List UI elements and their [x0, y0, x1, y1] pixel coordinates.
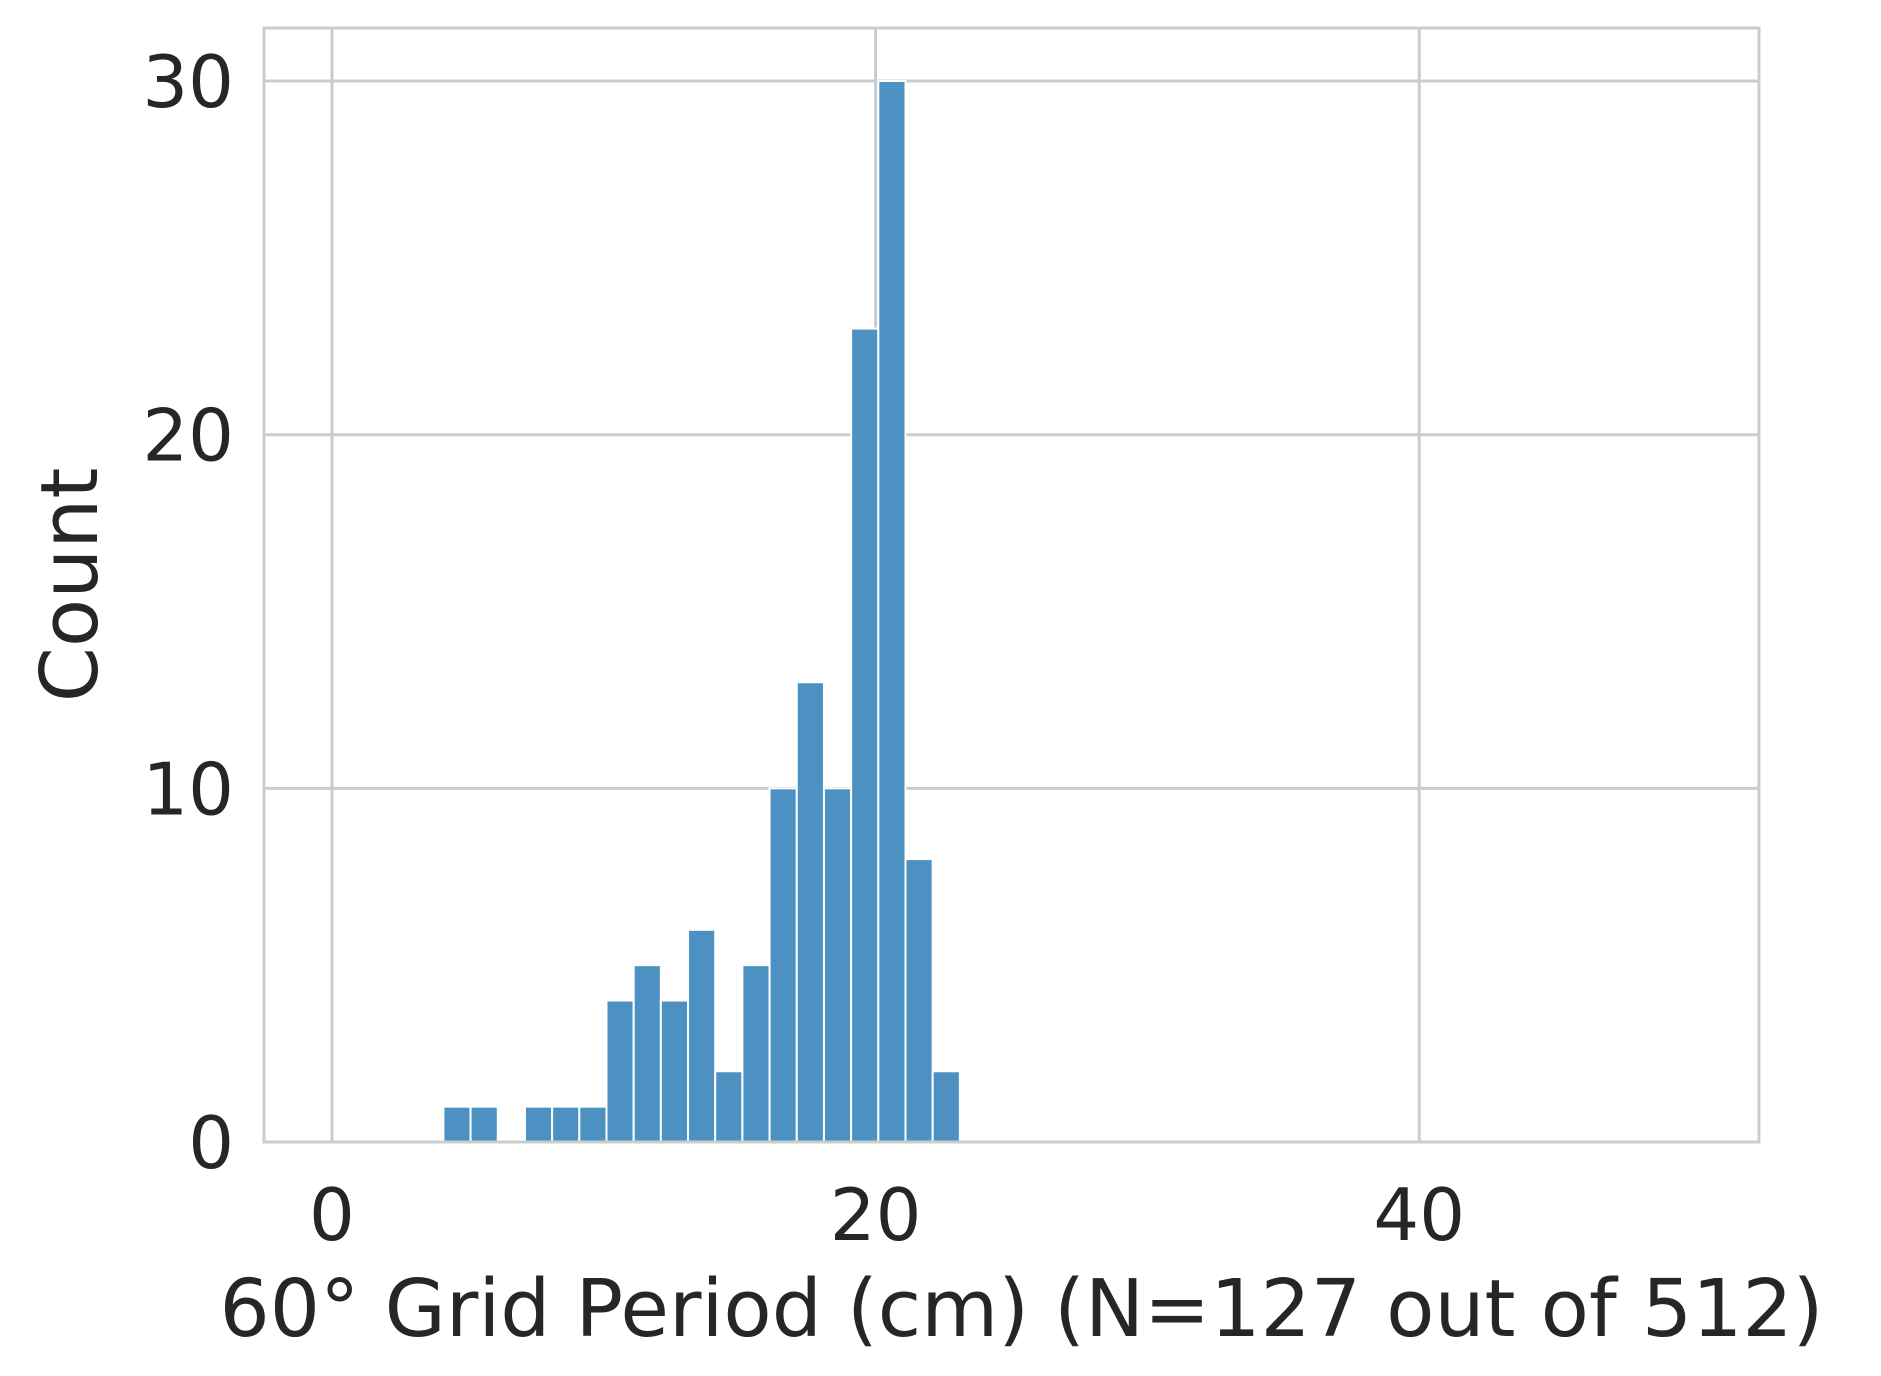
- y-tick-label: 10: [142, 747, 234, 831]
- histogram-bar: [904, 858, 934, 1143]
- y-tick-label: 20: [142, 394, 234, 478]
- y-axis-label: Count: [24, 468, 116, 703]
- histogram-bar: [877, 80, 907, 1144]
- x-tick-label: 0: [309, 1173, 355, 1257]
- y-tick-labels: 0 10 20 30: [142, 40, 234, 1185]
- grid-lines: [264, 28, 1759, 1144]
- histogram-bar: [931, 1070, 961, 1144]
- histogram-bar: [687, 928, 717, 1143]
- histogram-bar: [822, 787, 853, 1143]
- histogram-bar: [659, 999, 690, 1143]
- histogram-bar: [523, 1105, 554, 1143]
- histogram-bar: [714, 1070, 744, 1144]
- histogram-bar: [632, 964, 662, 1144]
- histogram-bar: [442, 1105, 472, 1143]
- y-tick-label: 30: [142, 40, 234, 124]
- histogram-bar: [850, 327, 880, 1144]
- plot-area-frame: [262, 26, 1761, 1144]
- y-tick-label: 0: [188, 1101, 234, 1185]
- histogram-bar: [551, 1105, 581, 1143]
- histogram-bar: [605, 999, 635, 1143]
- x-tick-labels: 0 20 40: [309, 1173, 1465, 1257]
- histogram-bars: [442, 80, 961, 1144]
- histogram-bar: [741, 964, 771, 1144]
- x-tick-label: 40: [1373, 1173, 1465, 1257]
- x-tick-label: 20: [830, 1173, 922, 1257]
- x-axis-label: 60° Grid Period (cm) (N=127 out of 512): [220, 1263, 1824, 1355]
- histogram-bar: [469, 1105, 499, 1143]
- histogram-bar: [795, 681, 825, 1143]
- histogram-bar: [578, 1105, 608, 1143]
- histogram-bar: [768, 787, 798, 1143]
